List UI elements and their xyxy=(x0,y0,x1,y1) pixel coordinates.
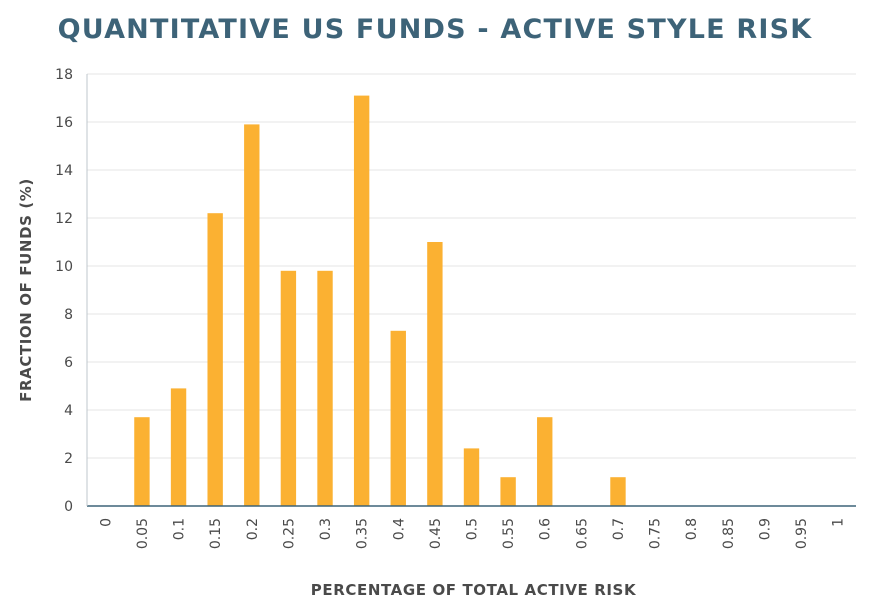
chart-title: QUANTITATIVE US FUNDS - ACTIVE STYLE RIS… xyxy=(57,14,813,45)
bar xyxy=(170,388,187,506)
y-tick-label: 0 xyxy=(64,499,73,515)
bar xyxy=(390,330,406,506)
x-axis-label: PERCENTAGE OF TOTAL ACTIVE RISK xyxy=(311,581,637,599)
bar xyxy=(427,242,443,506)
x-tick-label: 0.65 xyxy=(574,518,590,549)
x-tick-labels: 0 0.05 0.1 0.15 0.2 0.25 0.3 0.35 0.4 0.45 0.5 0.55… xyxy=(98,518,846,549)
y-tick-label: 14 xyxy=(55,163,73,179)
x-tick-label: 0.7 xyxy=(611,518,627,540)
y-tick-label: 12 xyxy=(55,211,73,227)
bar xyxy=(134,417,150,506)
x-tick-label: 0.05 xyxy=(135,518,151,549)
gridlines xyxy=(87,73,856,459)
x-tick-label: 0.45 xyxy=(428,518,444,549)
bar xyxy=(353,95,370,506)
x-tick-label: 0.25 xyxy=(281,518,297,549)
x-tick-label: 0.2 xyxy=(245,518,261,540)
y-tick-label: 10 xyxy=(55,259,73,275)
x-tick-label: 0.6 xyxy=(538,518,554,540)
x-tick-label: 0 xyxy=(98,518,114,527)
bars xyxy=(134,95,626,507)
x-tick-label: 0.8 xyxy=(684,518,700,540)
bar xyxy=(463,448,480,506)
x-tick-label: 0.5 xyxy=(465,518,481,540)
x-tick-label: 0.75 xyxy=(648,518,664,549)
y-tick-label: 2 xyxy=(64,451,73,467)
y-tick-label: 6 xyxy=(64,355,73,371)
x-tick-label: 0.15 xyxy=(208,518,224,549)
x-tick-label: 0.85 xyxy=(721,518,737,549)
x-tick-label: 1 xyxy=(831,518,847,527)
bar xyxy=(317,270,333,506)
x-tick-label: 0.1 xyxy=(172,518,188,540)
x-tick-label: 0.9 xyxy=(757,518,773,540)
x-tick-label: 0.4 xyxy=(391,518,407,540)
y-tick-labels: 0 2 4 6 8 10 12 14 16 18 xyxy=(55,67,73,515)
y-axis-label: FRACTION OF FUNDS (%) xyxy=(17,178,35,402)
y-tick-label: 8 xyxy=(64,307,73,323)
x-tick-label: 0.95 xyxy=(794,518,810,549)
bar xyxy=(280,270,297,506)
y-tick-label: 16 xyxy=(55,115,73,131)
x-tick-label: 0.55 xyxy=(501,518,517,549)
bar xyxy=(500,477,516,506)
bar xyxy=(244,124,260,507)
x-tick-label: 0.3 xyxy=(318,518,334,540)
y-tick-label: 18 xyxy=(55,67,73,83)
bar xyxy=(610,477,626,506)
bar xyxy=(207,213,223,506)
bar xyxy=(537,417,553,506)
y-tick-label: 4 xyxy=(64,403,73,419)
x-tick-label: 0.35 xyxy=(355,518,371,549)
